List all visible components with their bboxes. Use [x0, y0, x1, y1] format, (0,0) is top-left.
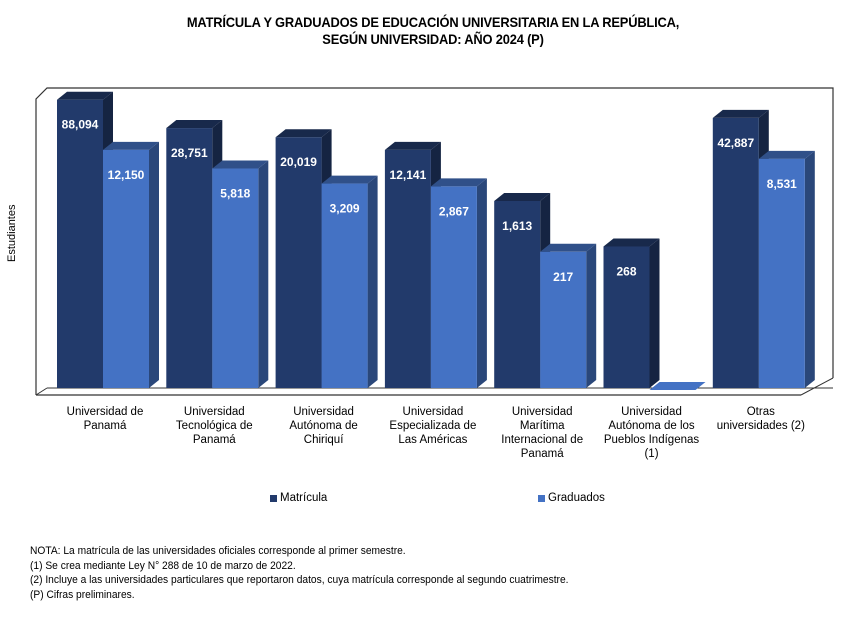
data-label-0-6: 42,887: [717, 136, 754, 150]
bar-side-0-5: [649, 238, 660, 388]
bar-top-1-6: [758, 150, 815, 159]
bar-top-0-2: [275, 129, 332, 138]
bars-group: [57, 91, 815, 390]
bar-side-1-0: [149, 141, 159, 388]
category-label-line: Universidad: [402, 406, 464, 418]
category-label: Universidad Especializada de Las Américas: [378, 405, 488, 447]
legend-item-graduados: Graduados: [538, 492, 605, 504]
category-label-line: universidades (2): [716, 420, 805, 432]
chart-title: MATRÍCULA Y GRADUADOS DE EDUCACIÓN UNIVE…: [35, 14, 832, 48]
bar-top-1-0: [103, 141, 159, 150]
chart-subtitle: SEGÚN UNIVERSIDAD: AÑO 2024 (P): [322, 31, 544, 47]
category-label-line: (1): [644, 448, 659, 460]
bar-top-1-3: [430, 178, 487, 187]
data-label-1-1: 5,818: [220, 187, 250, 201]
legend-label-graduados: Graduados: [548, 492, 605, 504]
category-label-line: Otras: [746, 406, 775, 418]
bar-top-0-1: [166, 120, 223, 129]
bar-top-1-2: [321, 175, 378, 184]
category-label: Universidad Autónoma de los Pueblos Indíge…: [597, 405, 707, 461]
data-label-1-4: 217: [553, 270, 573, 284]
category-label-line: Autónoma de: [289, 420, 358, 432]
bar-top-0-3: [384, 141, 441, 150]
bar-matrícula-4: [494, 200, 541, 388]
category-label-line: Especializada de: [389, 420, 477, 432]
legend-label-matricula: Matrícula: [280, 492, 328, 504]
legend-swatch-matricula: [270, 494, 277, 502]
footnotes: NOTA: La matrícula de las universidades …: [30, 544, 568, 602]
back-wall-outline: [35, 87, 834, 395]
data-label-0-2: 20,019: [280, 155, 317, 169]
category-label-line: Universidad: [621, 406, 682, 418]
bar-side-1-4: [586, 243, 597, 388]
data-label-1-0: 12,150: [108, 168, 145, 182]
bar-top-0-0: [57, 91, 113, 100]
bar-matrícula-6: [712, 117, 759, 388]
bar-matrícula-0: [57, 99, 103, 388]
bar-graduados-6: [758, 158, 805, 388]
bar-side-1-3: [476, 178, 487, 388]
bar-top-1-4: [540, 243, 597, 252]
bar-graduados-5-zero: [649, 382, 706, 390]
bar-side-1-1: [258, 160, 269, 388]
bar-graduados-0: [103, 149, 149, 388]
data-label-0-5: 268: [616, 264, 636, 278]
bar-matrícula-3: [384, 149, 431, 388]
footnote-nota: NOTA: La matrícula de las universidades …: [30, 545, 406, 557]
category-label-line: Universidad: [183, 406, 245, 418]
bar-top-0-4: [494, 192, 551, 201]
data-labels-group: 88,094 28,751 20,019 12,141 1,613 268 42,887 12…: [62, 118, 797, 284]
category-label-line: Pueblos Indígenas: [603, 434, 700, 446]
bar-side-1-2: [367, 175, 378, 388]
category-label-line: Las Américas: [398, 434, 468, 446]
bar-matrícula-2: [275, 137, 322, 388]
floor-left-edge: [35, 387, 48, 396]
category-label: Universidad Autónoma de Chiriquí: [269, 405, 379, 447]
data-label-1-6: 8,531: [767, 177, 797, 191]
category-label-line: Marítima: [519, 420, 565, 432]
legend-swatch-graduados: [538, 494, 545, 502]
floor-right-edge: [800, 377, 834, 396]
category-label-line: Panamá: [83, 420, 127, 432]
data-label-0-4: 1,613: [502, 219, 532, 233]
bar-matrícula-1: [166, 128, 213, 388]
footnote-1: (1) Se crea mediante Ley N° 288 de 10 de…: [30, 559, 296, 572]
category-label-line: Panamá: [192, 434, 236, 446]
bar-graduados-1: [212, 168, 259, 388]
footnote-2: (2) Incluye a las universidades particul…: [30, 574, 569, 586]
bar-graduados-2: [321, 183, 368, 388]
category-label-line: Tecnológica de: [175, 420, 253, 432]
chart-title-line1: MATRÍCULA Y GRADUADOS DE EDUCACIÓN UNIVE…: [186, 14, 680, 30]
category-label: Universidad Marítima Internacional de Panam…: [487, 405, 597, 461]
category-label-line: Internacional de: [501, 434, 584, 446]
bar-graduados-3: [430, 186, 477, 388]
category-label-line: Autónoma de los: [608, 420, 695, 432]
legend-item-matricula: Matrícula: [270, 492, 327, 504]
category-label-line: Universidad: [511, 406, 573, 418]
category-label: Universidad de Panamá: [50, 405, 160, 433]
bar-graduados-4: [540, 251, 587, 388]
bar-top-0-5: [603, 238, 660, 247]
category-label-line: Panamá: [520, 448, 564, 460]
category-label-line: Chiriquí: [303, 434, 344, 446]
bar-side-1-6: [804, 150, 815, 388]
category-label: Otras universidades (2): [706, 405, 816, 433]
category-label-line: Universidad de: [66, 406, 144, 418]
bar-matrícula-5: [603, 246, 650, 388]
data-label-0-3: 12,141: [390, 168, 427, 182]
bar-top-1-1: [212, 160, 269, 169]
data-label-1-3: 2,867: [439, 204, 469, 218]
category-label-line: Universidad: [293, 406, 354, 418]
data-label-1-2: 3,209: [330, 202, 360, 216]
bar-top-0-6: [712, 109, 769, 118]
footnote-p: (P) Cifras preliminares.: [30, 588, 135, 601]
data-label-0-0: 88,094: [62, 118, 99, 132]
category-label: Universidad Tecnológica de Panamá: [159, 405, 269, 447]
chart-plot: 88,094 28,751 20,019 12,141 1,613 268 42,887 12…: [35, 87, 834, 396]
data-label-0-1: 28,751: [171, 146, 208, 160]
